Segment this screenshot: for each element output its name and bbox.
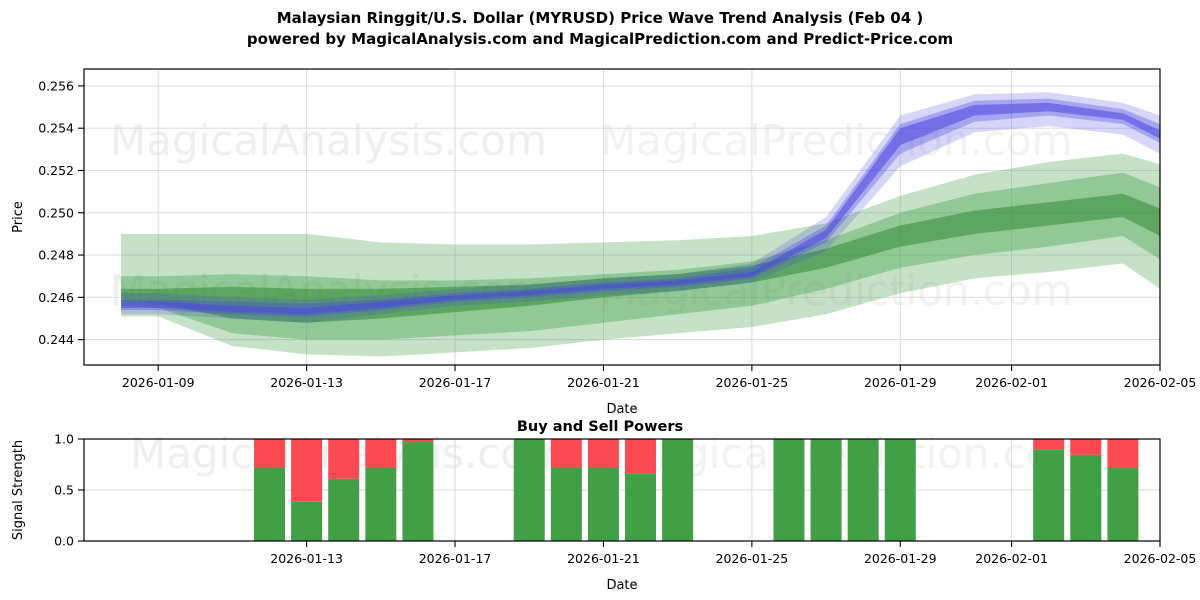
bar-sell [1033,439,1065,450]
band-blue-band-mid [121,98,1161,317]
plot-frame [83,68,1161,366]
bar-sell [587,439,619,468]
y-axis-label-lower: Signal Strength [11,440,26,540]
svg-text:MagicalPrediction.com: MagicalPrediction.com [600,116,1073,165]
svg-text:2026-01-17: 2026-01-17 [419,375,492,390]
svg-text:0.246: 0.246 [38,290,74,305]
bar-sell [365,439,397,468]
x-axis-lower: 2026-01-13 2026-01-17 2026-01-21 2026-01-25… [270,541,1196,566]
band-blue-band-outer [121,92,1161,323]
x-axis-label: Date [606,402,637,417]
svg-text:0.250: 0.250 [38,205,74,220]
bar-buy [402,442,434,541]
y-axis-label: Price [11,201,26,233]
bar-buy [773,439,805,541]
bar-buy [847,439,879,541]
bar-buy [587,467,619,541]
bar-sell [291,439,323,502]
bar-buy [513,439,545,541]
svg-text:1.0: 1.0 [54,432,74,447]
bar-sell [328,439,360,479]
svg-text:2026-01-21: 2026-01-21 [567,375,640,390]
buy-sell-powers-chart: Buy and Sell PowersMagicalAnalysis.comMa… [11,419,1196,593]
y-axis-lower: 0.0 0.5 1.0 [54,432,84,549]
svg-text:2026-01-17: 2026-01-17 [419,551,492,566]
svg-text:2026-01-29: 2026-01-29 [864,375,937,390]
svg-text:2026-01-25: 2026-01-25 [716,551,789,566]
svg-text:0.252: 0.252 [38,163,74,178]
svg-text:MagicalAnalysis.com: MagicalAnalysis.com [110,116,547,165]
bar-sell [402,439,434,443]
bar-sell [1107,439,1139,469]
bar-buy [1033,449,1065,541]
bar-buy [328,478,360,541]
gridlines [84,69,1161,365]
bar-sell [550,439,582,468]
svg-text:0.254: 0.254 [38,121,74,136]
svg-text:2026-02-05: 2026-02-05 [1124,551,1197,566]
svg-text:0.248: 0.248 [38,248,74,263]
bar-buy [550,467,582,541]
bar-chart-title: Buy and Sell Powers [517,419,683,435]
svg-text:0.0: 0.0 [54,534,74,549]
bar-buy [365,467,397,541]
svg-text:2026-02-05: 2026-02-05 [1124,375,1197,390]
bar-buy [810,439,842,541]
svg-text:0.244: 0.244 [38,332,74,347]
page-subtitle: powered by MagicalAnalysis.com and Magic… [246,30,954,48]
svg-text:2026-01-13: 2026-01-13 [270,375,343,390]
band-green-band-inner [121,193,1161,323]
bar-sell [1070,439,1102,455]
price-wave-chart: MagicalAnalysis.com MagicalPrediction.com… [11,68,1196,417]
chart-title-block: Malaysian Ringgit/U.S. Dollar (MYRUSD) P… [0,8,1200,50]
svg-text:0.5: 0.5 [54,483,74,498]
svg-text:2026-02-01: 2026-02-01 [975,375,1048,390]
bar-buy [1070,454,1102,541]
svg-text:2026-01-21: 2026-01-21 [567,551,640,566]
x-axis-label-lower: Date [606,578,637,593]
svg-text:2026-01-29: 2026-01-29 [864,551,937,566]
bar-sell [254,439,286,468]
page-title: Malaysian Ringgit/U.S. Dollar (MYRUSD) P… [276,9,924,27]
svg-text:0.256: 0.256 [38,78,74,93]
bar-buy [884,439,916,541]
x-axis: 2026-01-09 2026-01-13 2026-01-17 2026-01-21… [122,365,1196,390]
svg-text:2026-01-13: 2026-01-13 [270,551,343,566]
bar-buy [1107,468,1139,541]
bar-group [254,439,1139,541]
bar-buy [625,473,657,541]
svg-text:2026-01-09: 2026-01-09 [122,375,195,390]
band-group [121,92,1161,357]
bar-sell [625,439,657,474]
bar-buy [291,501,323,541]
svg-text:2026-01-25: 2026-01-25 [716,375,789,390]
bar-buy [254,467,286,541]
y-axis: 0.244 0.246 0.248 0.250 0.252 0.254 0.256 [38,78,84,347]
bar-buy [662,439,694,541]
svg-text:2026-02-01: 2026-02-01 [975,551,1048,566]
